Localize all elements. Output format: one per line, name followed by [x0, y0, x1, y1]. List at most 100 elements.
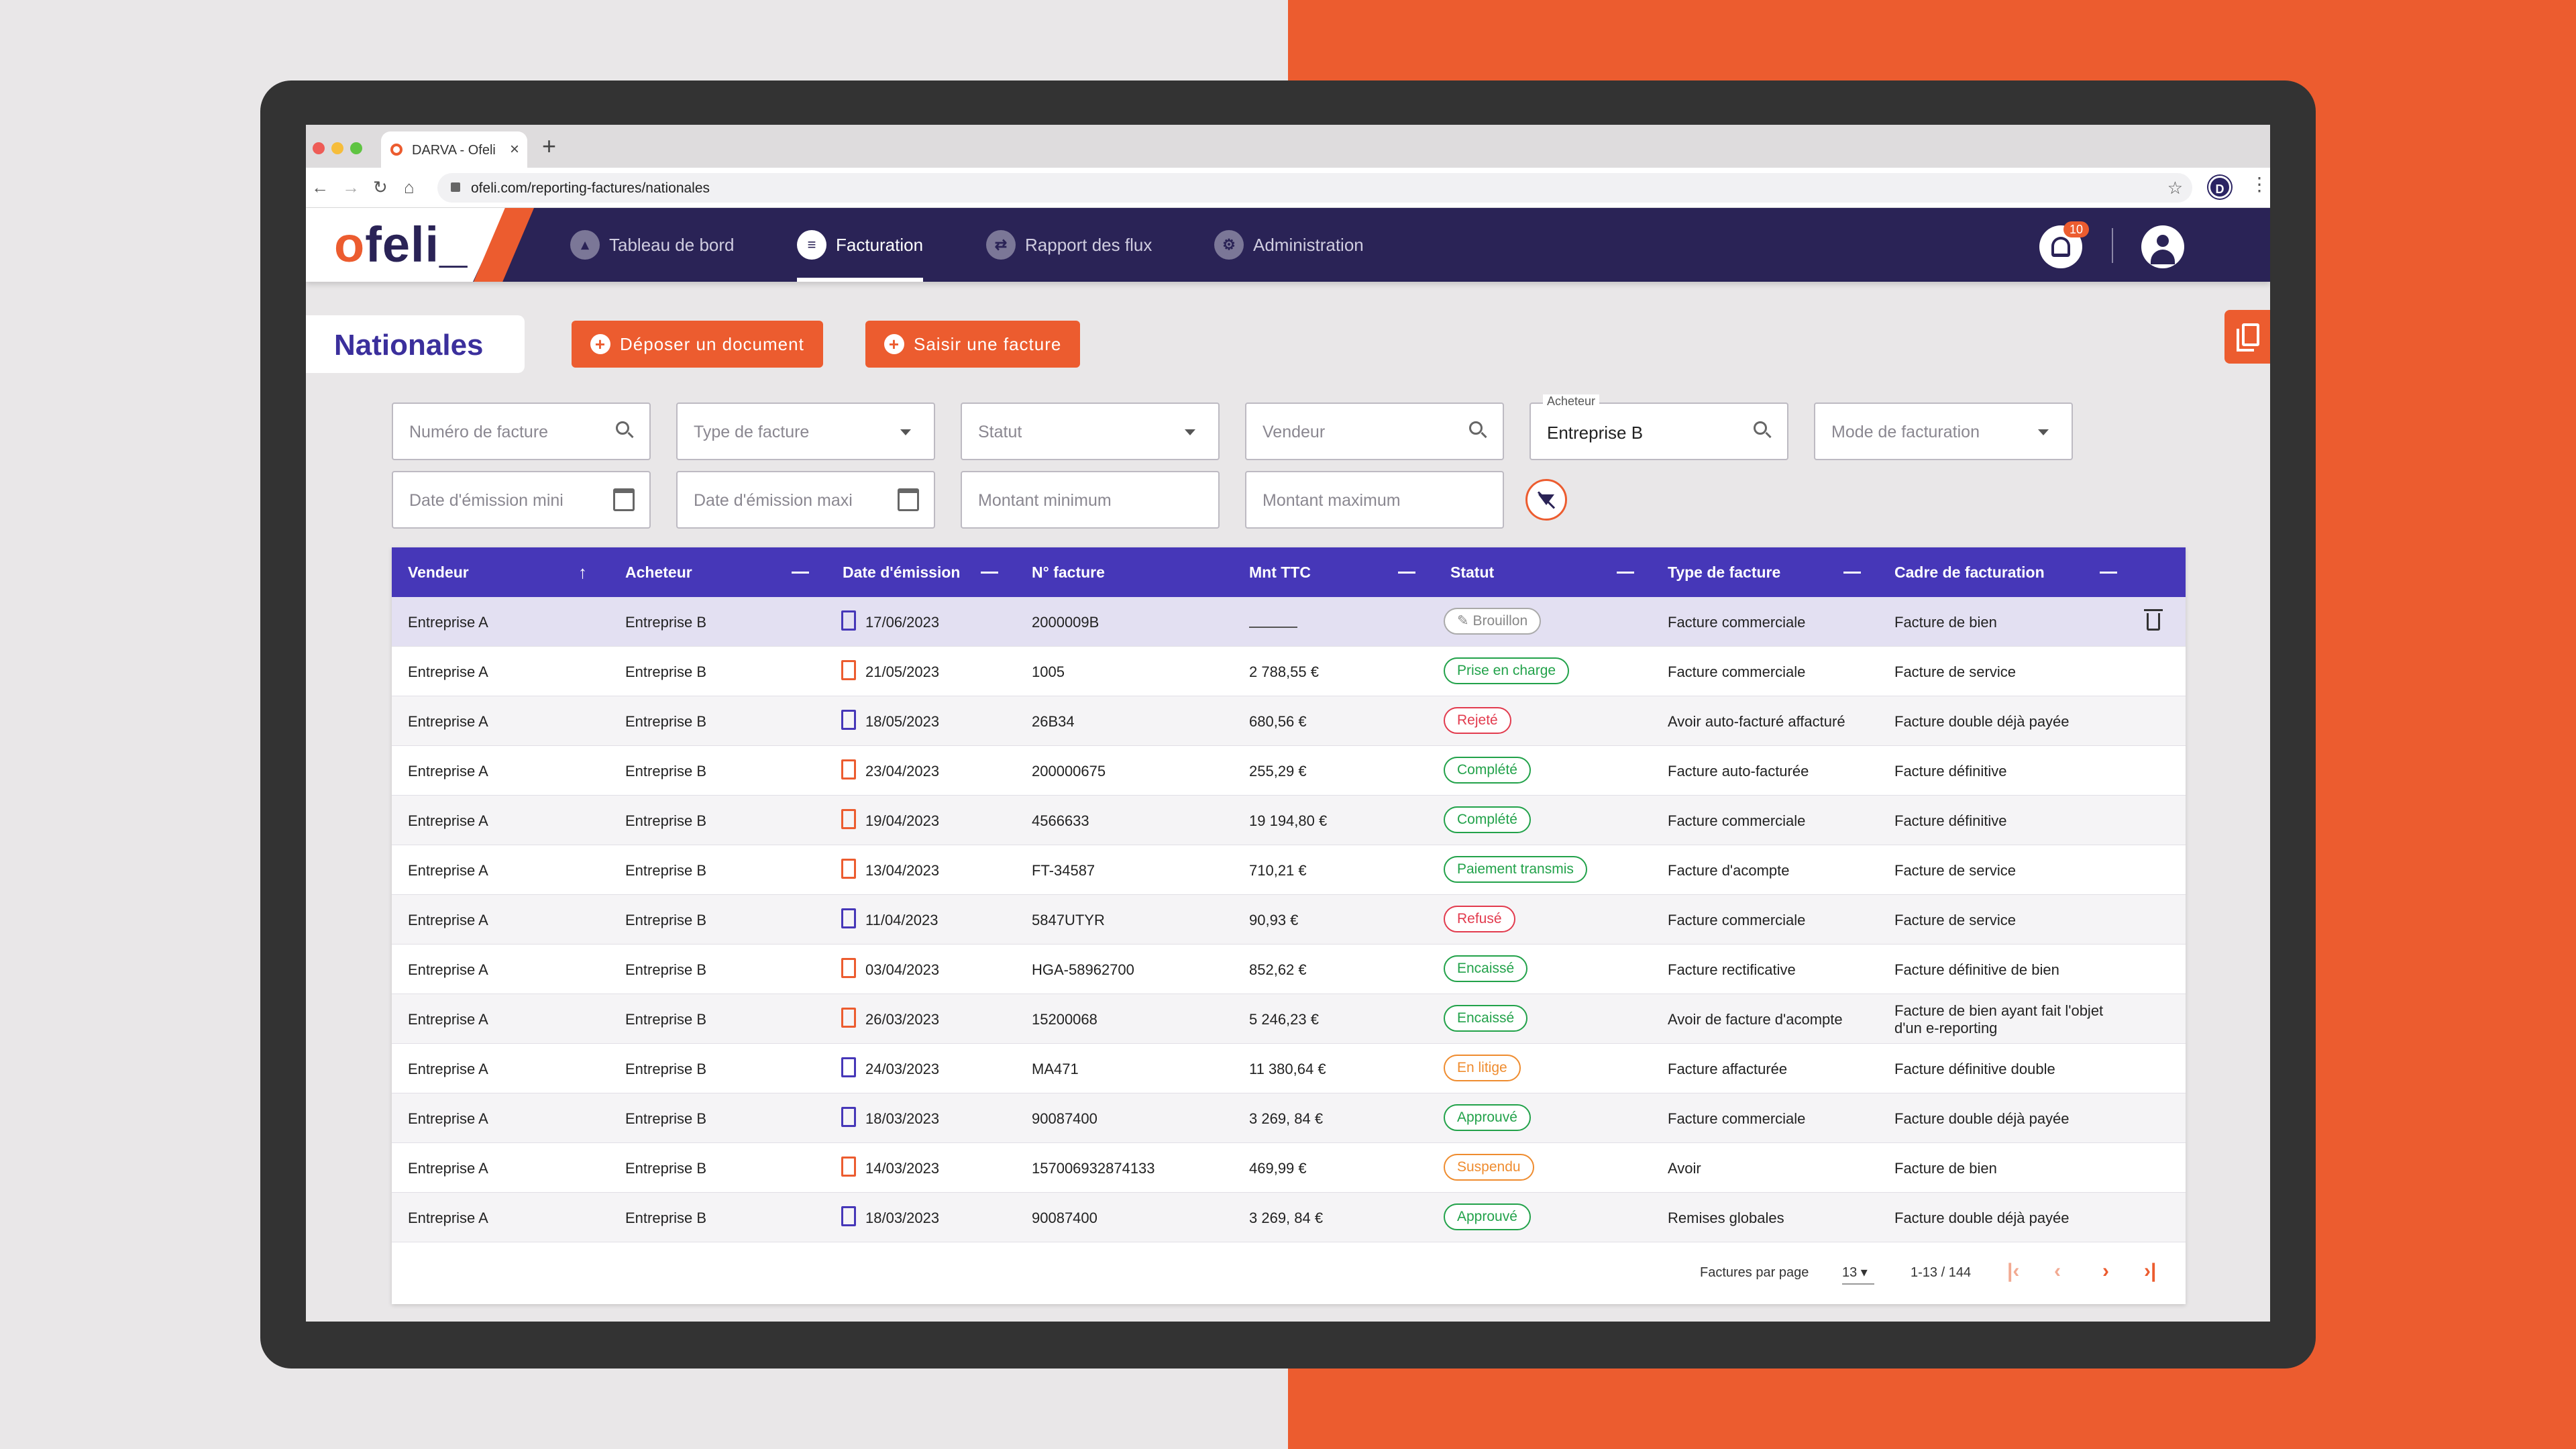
nav-facturation[interactable]: ≡ Facturation [797, 208, 924, 282]
date-max-input[interactable]: Date d'émission maxi [676, 471, 935, 529]
cell-type: Facture d'acompte [1668, 862, 1790, 879]
app-header: ofeli_ ▴ Tableau de bord ≡ Facturation ⇄… [306, 208, 2270, 282]
table-row[interactable]: Entreprise A Entreprise B 11/04/2023 5847UT… [392, 895, 2186, 945]
calendar-icon[interactable] [613, 488, 635, 511]
document-file-icon[interactable] [841, 1057, 856, 1077]
document-file-icon[interactable] [841, 1206, 856, 1226]
header-cadre[interactable]: Cadre de facturation [1894, 564, 2045, 581]
calendar-icon[interactable] [898, 488, 919, 511]
amount-max-input[interactable]: Montant maximum [1245, 471, 1504, 529]
enter-invoice-button[interactable]: + Saisir une facture [865, 321, 1081, 368]
document-file-icon[interactable] [841, 1157, 856, 1177]
window-close-dot[interactable] [313, 142, 325, 154]
document-file-icon[interactable] [841, 610, 856, 631]
header-type[interactable]: Type de facture [1668, 564, 1781, 581]
cell-vendeur: Entreprise A [408, 912, 488, 928]
sort-none-icon[interactable] [1843, 572, 1861, 574]
seller-input[interactable]: Vendeur [1245, 402, 1504, 460]
browser-tab[interactable]: DARVA - Ofeli × [381, 131, 527, 168]
table-row[interactable]: Entreprise A Entreprise B 21/05/2023 1005 2 … [392, 647, 2186, 696]
table-row[interactable]: Entreprise A Entreprise B 18/03/2023 900874… [392, 1193, 2186, 1242]
cell-acheteur: Entreprise B [625, 614, 707, 631]
status-badge: En litige [1444, 1055, 1521, 1081]
table-row[interactable]: Entreprise A Entreprise B 13/04/2023 FT-345… [392, 845, 2186, 895]
document-file-icon[interactable] [841, 859, 856, 879]
url-field[interactable]: ofeli.com/reporting-factures/nationales … [437, 173, 2192, 203]
status-select[interactable]: Statut [961, 402, 1220, 460]
first-page-icon[interactable]: |‹ [2007, 1260, 2020, 1282]
document-file-icon[interactable] [841, 809, 856, 829]
last-page-icon[interactable]: ›| [2144, 1260, 2157, 1282]
back-arrow-icon[interactable]: ← [311, 177, 329, 197]
side-documents-tab[interactable] [2224, 310, 2270, 364]
document-file-icon[interactable] [841, 908, 856, 928]
billing-mode-select[interactable]: Mode de facturation [1814, 402, 2073, 460]
forward-arrow-icon[interactable]: → [342, 177, 360, 197]
amount-min-input[interactable]: Montant minimum [961, 471, 1220, 529]
buyer-input[interactable]: Acheteur Entreprise B [1529, 394, 1788, 460]
table-row[interactable]: Entreprise A Entreprise B 18/03/2023 900874… [392, 1093, 2186, 1143]
new-tab-icon[interactable]: + [542, 132, 557, 160]
document-file-icon[interactable] [841, 710, 856, 730]
document-file-icon[interactable] [841, 759, 856, 780]
chart-icon: ▴ [570, 230, 600, 260]
delete-trash-icon[interactable] [2144, 609, 2163, 631]
cell-vendeur: Entreprise A [408, 614, 488, 631]
ofeli-logo[interactable]: ofeli_ [334, 217, 468, 272]
document-file-icon[interactable] [841, 660, 856, 680]
upload-document-button[interactable]: + Déposer un document [572, 321, 823, 368]
document-file-icon[interactable] [841, 958, 856, 978]
date-min-input[interactable]: Date d'émission mini [392, 471, 651, 529]
table-row[interactable]: Entreprise A Entreprise B 19/04/2023 456663… [392, 796, 2186, 845]
table-row[interactable]: Entreprise A Entreprise B 26/03/2023 152000… [392, 994, 2186, 1044]
ofeli-favicon-icon [390, 144, 402, 156]
browser-menu-icon[interactable]: ⋮ [2250, 174, 2269, 195]
sort-none-icon[interactable] [1617, 572, 1634, 574]
cell-numero: MA471 [1032, 1061, 1079, 1077]
next-page-icon[interactable]: › [2102, 1260, 2109, 1282]
table-row[interactable]: Entreprise A Entreprise B 14/03/2023 157006… [392, 1143, 2186, 1193]
status-badge: Encaissé [1444, 955, 1528, 982]
window-maximize-dot[interactable] [350, 142, 362, 154]
previous-page-icon[interactable]: ‹ [2054, 1260, 2061, 1282]
clear-filters-button[interactable] [1525, 479, 1567, 521]
table-row[interactable]: Entreprise A Entreprise B 03/04/2023 HGA-58… [392, 945, 2186, 994]
header-montant[interactable]: Mnt TTC [1249, 564, 1311, 581]
nav-rapport-des-flux[interactable]: ⇄ Rapport des flux [986, 208, 1152, 282]
invoice-type-select[interactable]: Type de facture [676, 402, 935, 460]
reload-icon[interactable]: ↻ [373, 177, 388, 197]
header-vendeur[interactable]: Vendeur [408, 564, 469, 581]
user-account-button[interactable] [2141, 225, 2184, 268]
sort-ascending-icon[interactable]: ↑ [578, 562, 587, 582]
document-file-icon[interactable] [841, 1008, 856, 1028]
device-frame: DARVA - Ofeli × + ← → ↻ ⌂ ofeli.com/repo… [260, 80, 2316, 1368]
nav-tableau-de-bord[interactable]: ▴ Tableau de bord [570, 208, 734, 282]
sort-none-icon[interactable] [2100, 572, 2117, 574]
cell-numero: 2000009B [1032, 614, 1099, 631]
header-acheteur[interactable]: Acheteur [625, 564, 692, 581]
per-page-select[interactable]: 13 ▾ [1842, 1264, 1874, 1285]
header-numero[interactable]: N° facture [1032, 564, 1105, 581]
bookmark-star-icon[interactable]: ☆ [2167, 178, 2183, 198]
table-row[interactable]: Entreprise A Entreprise B 17/06/2023 200000… [392, 597, 2186, 647]
cell-date: 14/03/2023 [865, 1160, 940, 1177]
header-date[interactable]: Date d'émission [843, 564, 961, 581]
sort-none-icon[interactable] [792, 572, 809, 574]
nav-administration[interactable]: ⚙ Administration [1214, 208, 1364, 282]
home-icon[interactable]: ⌂ [404, 177, 415, 197]
browser-profile-avatar[interactable]: D [2208, 176, 2231, 199]
document-file-icon[interactable] [841, 1107, 856, 1127]
invoice-number-input[interactable]: Numéro de facture [392, 402, 651, 460]
window-minimize-dot[interactable] [331, 142, 343, 154]
tab-close-icon[interactable]: × [509, 140, 519, 158]
plus-circle-icon: + [884, 334, 904, 354]
notifications-button[interactable]: 10 [2039, 221, 2089, 268]
cell-acheteur: Entreprise B [625, 1110, 707, 1127]
cell-numero: 90087400 [1032, 1110, 1097, 1127]
table-row[interactable]: Entreprise A Entreprise B 24/03/2023 MA471 1… [392, 1044, 2186, 1093]
sort-none-icon[interactable] [981, 572, 998, 574]
table-row[interactable]: Entreprise A Entreprise B 23/04/2023 200000… [392, 746, 2186, 796]
table-row[interactable]: Entreprise A Entreprise B 18/05/2023 26B34 6… [392, 696, 2186, 746]
sort-none-icon[interactable] [1398, 572, 1415, 574]
header-statut[interactable]: Statut [1450, 564, 1495, 581]
